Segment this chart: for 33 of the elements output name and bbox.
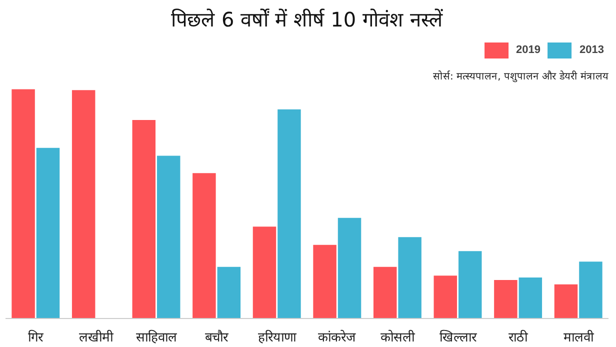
bar (132, 120, 156, 318)
bar (252, 226, 276, 318)
x-tick-label: खिल्लार (439, 330, 478, 344)
bar (313, 244, 336, 318)
bar (398, 237, 422, 318)
bar (217, 266, 241, 318)
bar (434, 276, 458, 318)
bar (579, 262, 602, 318)
bar (156, 156, 180, 318)
x-tick-label: लखीमी (78, 330, 114, 344)
legend-label: 2013 (580, 44, 604, 56)
x-tick-label: कोसली (380, 330, 416, 344)
bar (278, 109, 301, 318)
bar (338, 218, 362, 318)
x-tick-label: बचौर (205, 330, 230, 344)
bar (12, 89, 35, 318)
text: सोर्स: मत्स्यपालन, पशुपालन और डेयरी मंत्रालय (433, 70, 609, 82)
bar (554, 284, 578, 318)
x-tick-label: हरियाणा (258, 330, 297, 344)
x-tick-label: मालवी (563, 330, 594, 344)
x-tick-label: साहिवाल (136, 330, 177, 344)
bar (518, 277, 542, 318)
bar (36, 148, 60, 318)
bar (72, 90, 96, 318)
bar (458, 251, 482, 318)
x-tick-label: राठी (508, 330, 529, 344)
chart-title: पिछले 6 वर्षों में शीर्ष 10 गोवंश नस्लें (171, 8, 443, 32)
x-tick-label: कांकरेज (318, 330, 356, 344)
bar (494, 280, 518, 318)
legend-label: 2019 (516, 44, 541, 56)
bar (373, 266, 397, 318)
x-tick-label: गिर (28, 330, 44, 344)
bar (192, 173, 216, 318)
